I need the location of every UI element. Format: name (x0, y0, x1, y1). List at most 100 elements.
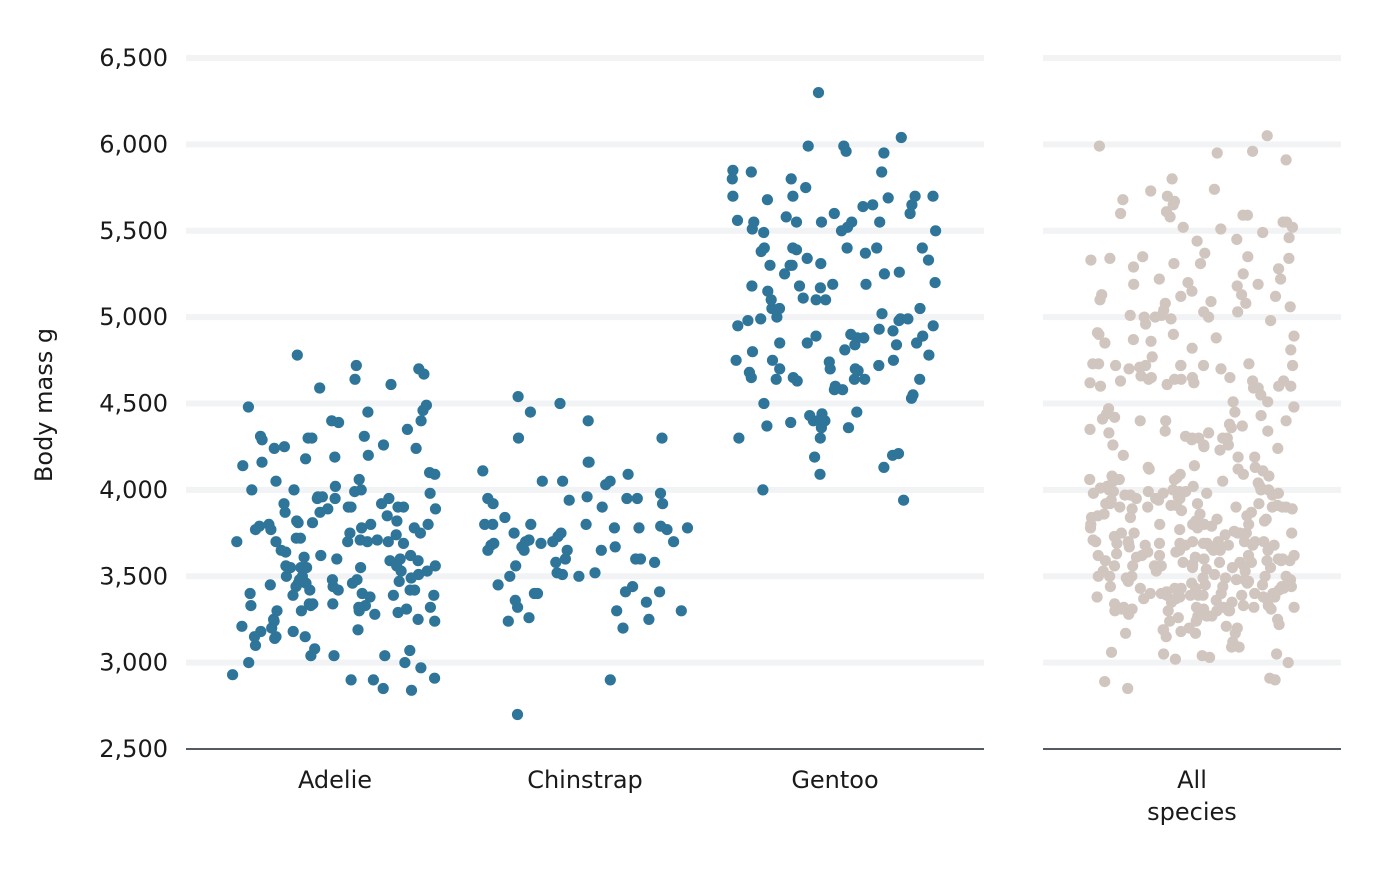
data-point (1258, 515, 1271, 527)
data-point (1192, 589, 1204, 601)
data-point (1208, 183, 1220, 195)
data-point (556, 568, 569, 581)
data-point (1208, 568, 1221, 581)
data-point (365, 518, 377, 531)
data-point (1119, 489, 1131, 501)
data-point (800, 182, 812, 194)
y-tick-label: 4,000 (99, 476, 168, 504)
data-point (1186, 560, 1199, 572)
data-point (801, 252, 813, 264)
data-point (1134, 361, 1146, 373)
data-point (1128, 278, 1140, 290)
data-point (349, 373, 361, 385)
data-point (1262, 425, 1274, 437)
data-point (746, 280, 758, 292)
data-point (793, 280, 806, 292)
data-point (405, 684, 418, 696)
data-point (381, 510, 393, 522)
x-tick-label: Gentoo (791, 766, 878, 794)
data-point (391, 515, 403, 527)
data-point (1111, 548, 1123, 560)
data-point (1237, 268, 1249, 280)
series-chinstrap (477, 391, 694, 721)
data-point (1161, 378, 1173, 391)
data-point (902, 313, 914, 325)
data-point (1098, 508, 1110, 520)
data-point (1161, 190, 1173, 202)
data-point (923, 349, 935, 361)
data-point (766, 354, 779, 366)
data-point (1288, 601, 1300, 613)
y-tick-label: 4,500 (99, 390, 168, 418)
data-point (479, 518, 491, 531)
data-point (604, 674, 616, 686)
data-point (1275, 273, 1287, 285)
data-point (377, 682, 389, 695)
data-point (1200, 563, 1212, 575)
x-tick-label: Adelie (298, 766, 372, 794)
data-point (512, 391, 524, 403)
data-point (1099, 337, 1111, 349)
data-point (561, 544, 573, 556)
data-point (511, 708, 524, 721)
data-point (765, 294, 777, 306)
data-point (1123, 363, 1135, 375)
data-point (1122, 682, 1134, 695)
data-point (1126, 503, 1138, 515)
data-point (563, 494, 575, 506)
data-point (376, 498, 388, 510)
data-point (851, 406, 863, 418)
data-point (761, 194, 774, 206)
data-point (1144, 587, 1156, 600)
data-point (422, 518, 434, 531)
data-point (1198, 518, 1210, 531)
data-point (1188, 460, 1200, 472)
data-point (1230, 501, 1242, 513)
x-tick-label: Chinstrap (527, 766, 643, 794)
data-point (1265, 315, 1277, 327)
data-point (502, 615, 514, 627)
data-point (256, 434, 268, 446)
data-point (927, 190, 939, 202)
data-point (1084, 377, 1096, 389)
data-points (227, 87, 1300, 721)
data-point (1261, 130, 1273, 142)
data-point (401, 423, 413, 435)
data-point (353, 473, 365, 486)
data-point (1232, 451, 1244, 463)
data-point (1115, 207, 1127, 220)
data-point (1217, 475, 1229, 487)
data-point (871, 242, 883, 254)
data-point (331, 553, 343, 565)
data-point (1219, 529, 1231, 541)
data-point (1287, 359, 1299, 372)
data-point (774, 363, 786, 375)
axes: 2,500 3,000 3,500 4,000 4,500 5,000 5,500 6,000… (99, 44, 1341, 826)
data-point (294, 532, 306, 544)
data-point (1285, 344, 1297, 356)
data-point (1247, 382, 1260, 394)
data-point (1252, 278, 1264, 290)
data-point (780, 211, 792, 223)
data-point (1105, 494, 1117, 506)
data-point (668, 536, 680, 548)
data-point (807, 415, 820, 427)
data-point (1215, 363, 1227, 375)
data-point (726, 173, 738, 185)
data-point (1222, 539, 1234, 551)
data-point (371, 534, 383, 546)
data-point (1272, 442, 1284, 454)
data-point (1273, 380, 1285, 392)
data-point (362, 406, 374, 418)
data-point (1093, 140, 1105, 152)
data-point (303, 598, 315, 610)
series-all-species (1084, 130, 1300, 695)
data-point (1145, 185, 1157, 197)
data-point (305, 650, 317, 662)
data-point (355, 484, 367, 496)
data-point (1198, 603, 1210, 615)
data-point (622, 468, 634, 480)
data-point (878, 461, 890, 473)
data-point (1236, 289, 1248, 301)
data-point (1122, 575, 1134, 588)
